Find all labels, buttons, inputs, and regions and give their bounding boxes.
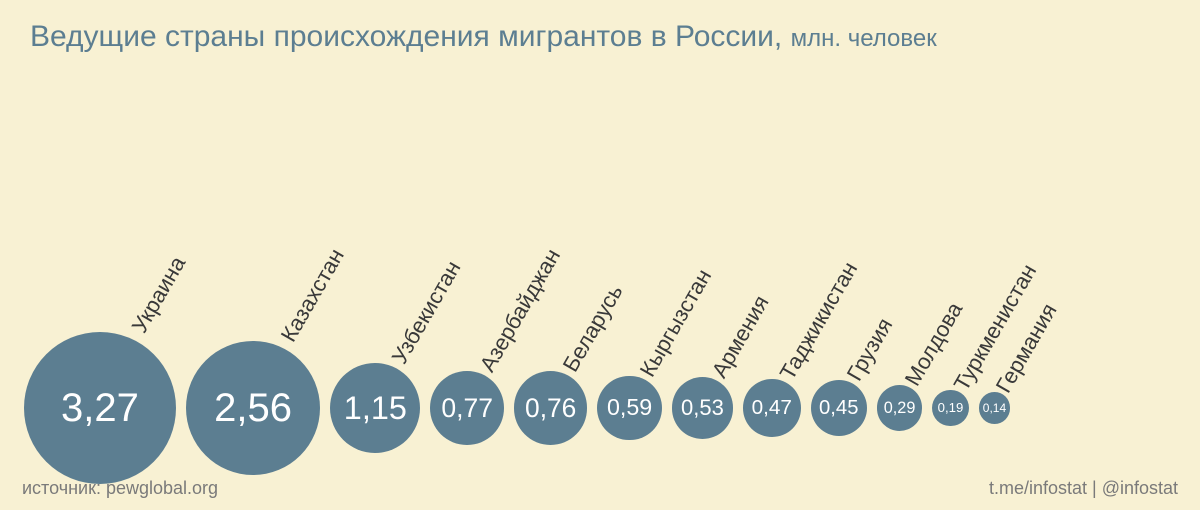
footer-credit: t.me/infostat | @infostat — [989, 478, 1178, 499]
bubble-value: 0,45 — [819, 398, 858, 418]
bubble-value: 2,56 — [214, 388, 292, 428]
bubble-value: 0,53 — [681, 397, 724, 419]
bubble-value: 0,47 — [752, 398, 792, 419]
bubble: 2,56 — [186, 341, 320, 475]
bubble-label: Беларусь — [558, 281, 629, 377]
bubble-label: Армения — [706, 291, 774, 382]
bubble: 0,14 — [979, 392, 1010, 423]
bubble: 0,29 — [877, 385, 922, 430]
bubble: 3,27 — [24, 332, 176, 484]
bubble: 0,59 — [597, 376, 662, 441]
bubble: 0,47 — [743, 379, 801, 437]
bubble-label: Узбекистан — [387, 256, 467, 368]
bubble: 0,53 — [672, 377, 733, 438]
bubble-label: Украина — [127, 252, 191, 338]
bubble-label: Казахстан — [275, 244, 349, 346]
bubble-value: 0,19 — [938, 401, 964, 414]
bubble: 0,19 — [932, 390, 969, 427]
chart-title: Ведущие страны происхождения мигрантов в… — [30, 20, 937, 54]
bubble: 0,45 — [811, 380, 867, 436]
bubble: 0,76 — [514, 371, 587, 444]
bubble-label: Грузия — [842, 313, 899, 385]
bubble-value: 1,15 — [344, 392, 407, 424]
bubble-value: 3,27 — [61, 388, 139, 428]
infographic-canvas: Ведущие страны происхождения мигрантов в… — [0, 0, 1200, 510]
bubble-value: 0,29 — [884, 400, 916, 416]
bubble-value: 0,77 — [441, 395, 493, 422]
chart-title-main: Ведущие страны происхождения мигрантов в… — [30, 20, 782, 53]
footer-source: источник: pewglobal.org — [22, 478, 218, 499]
bubble-value: 0,59 — [607, 396, 652, 419]
chart-title-sub: млн. человек — [791, 25, 937, 52]
bubble: 0,77 — [430, 371, 504, 445]
bubble-label: Азербайджан — [474, 245, 565, 377]
bubble-value: 0,14 — [983, 402, 1006, 414]
bubble-value: 0,76 — [525, 395, 576, 421]
bubble-label: Кыргызстан — [634, 265, 716, 382]
bubble: 1,15 — [330, 363, 420, 453]
